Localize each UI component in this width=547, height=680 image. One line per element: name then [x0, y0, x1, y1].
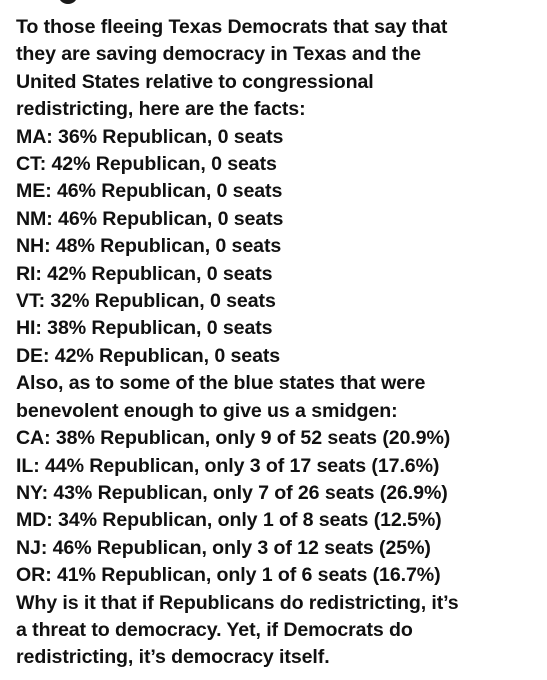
- state-line-il: IL: 44% Republican, only 3 of 17 seats (…: [16, 454, 440, 477]
- transition-line: Also, as to some of the blue states that…: [16, 372, 426, 395]
- transition-paragraph: Also, as to some of the blue states that…: [16, 370, 540, 425]
- state-line-hi: HI: 38% Republican, 0 seats: [16, 317, 273, 340]
- state-line-nm: NM: 46% Republican, 0 seats: [16, 207, 284, 230]
- intro-line: redistricting, here are the facts:: [16, 98, 306, 121]
- post-body: To those fleeing Texas Democrats that sa…: [16, 14, 540, 672]
- conclusion-line: redistricting, it’s democracy itself.: [16, 646, 330, 669]
- avatar-fragment: [58, 0, 78, 4]
- intro-paragraph: To those fleeing Texas Democrats that sa…: [16, 14, 540, 124]
- zero-seat-list: MA: 36% Republican, 0 seats CT: 42% Repu…: [16, 124, 540, 371]
- state-line-de: DE: 42% Republican, 0 seats: [16, 344, 281, 367]
- state-line-nh: NH: 48% Republican, 0 seats: [16, 235, 282, 258]
- state-line-vt: VT: 32% Republican, 0 seats: [16, 290, 276, 313]
- state-line-md: MD: 34% Republican, only 1 of 8 seats (1…: [16, 509, 442, 532]
- intro-line: To those fleeing Texas Democrats that sa…: [16, 16, 448, 38]
- state-line-nj: NJ: 46% Republican, only 3 of 12 seats (…: [16, 536, 431, 559]
- state-line-ny: NY: 43% Republican, only 7 of 26 seats (…: [16, 481, 448, 504]
- state-line-ma: MA: 36% Republican, 0 seats: [16, 125, 284, 148]
- conclusion-line: a threat to democracy. Yet, if Democrats…: [16, 618, 413, 641]
- some-seat-list: CA: 38% Republican, only 9 of 52 seats (…: [16, 425, 540, 589]
- state-line-ri: RI: 42% Republican, 0 seats: [16, 262, 273, 285]
- conclusion-line: Why is it that if Republicans do redistr…: [16, 591, 459, 614]
- state-line-me: ME: 46% Republican, 0 seats: [16, 180, 283, 203]
- state-line-or: OR: 41% Republican, only 1 of 6 seats (1…: [16, 564, 441, 587]
- state-line-ca: CA: 38% Republican, only 9 of 52 seats (…: [16, 427, 451, 450]
- state-line-ct: CT: 42% Republican, 0 seats: [16, 153, 277, 176]
- intro-line: United States relative to congressional: [16, 70, 374, 93]
- conclusion-paragraph: Why is it that if Republicans do redistr…: [16, 590, 540, 672]
- intro-line: they are saving democracy in Texas and t…: [16, 43, 421, 66]
- transition-line: benevolent enough to give us a smidgen:: [16, 399, 398, 422]
